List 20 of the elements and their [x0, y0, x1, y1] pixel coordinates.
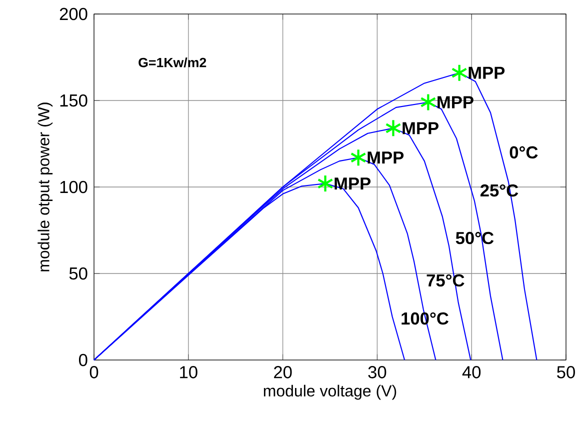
x-tick-label: 0	[90, 366, 98, 378]
annotation: G=1Kw/m2	[138, 57, 206, 68]
y-tick-label: 150	[60, 94, 88, 107]
x-tick-label: 50	[557, 366, 575, 378]
x-tick-label: 30	[368, 366, 386, 378]
annotation: 0°C	[510, 146, 538, 159]
annotation: MPP	[368, 152, 404, 164]
y-tick-label: 100	[60, 180, 88, 194]
y-tick-label: 0	[78, 354, 88, 366]
y-tick-label: 50	[69, 267, 88, 280]
annotation: MPP	[468, 66, 505, 79]
x-tick-label: 40	[462, 366, 481, 378]
annotation: MPP	[334, 178, 371, 190]
annotation: MPP	[438, 96, 474, 108]
x-tick-label: 10	[180, 366, 198, 378]
x-axis-title: module voltage (V)	[264, 384, 396, 400]
y-tick-label: 200	[60, 8, 88, 20]
y-axis-title: module otput power (W)	[38, 102, 53, 272]
annotation: MPP	[402, 122, 438, 134]
x-tick-label: 20	[274, 366, 292, 378]
